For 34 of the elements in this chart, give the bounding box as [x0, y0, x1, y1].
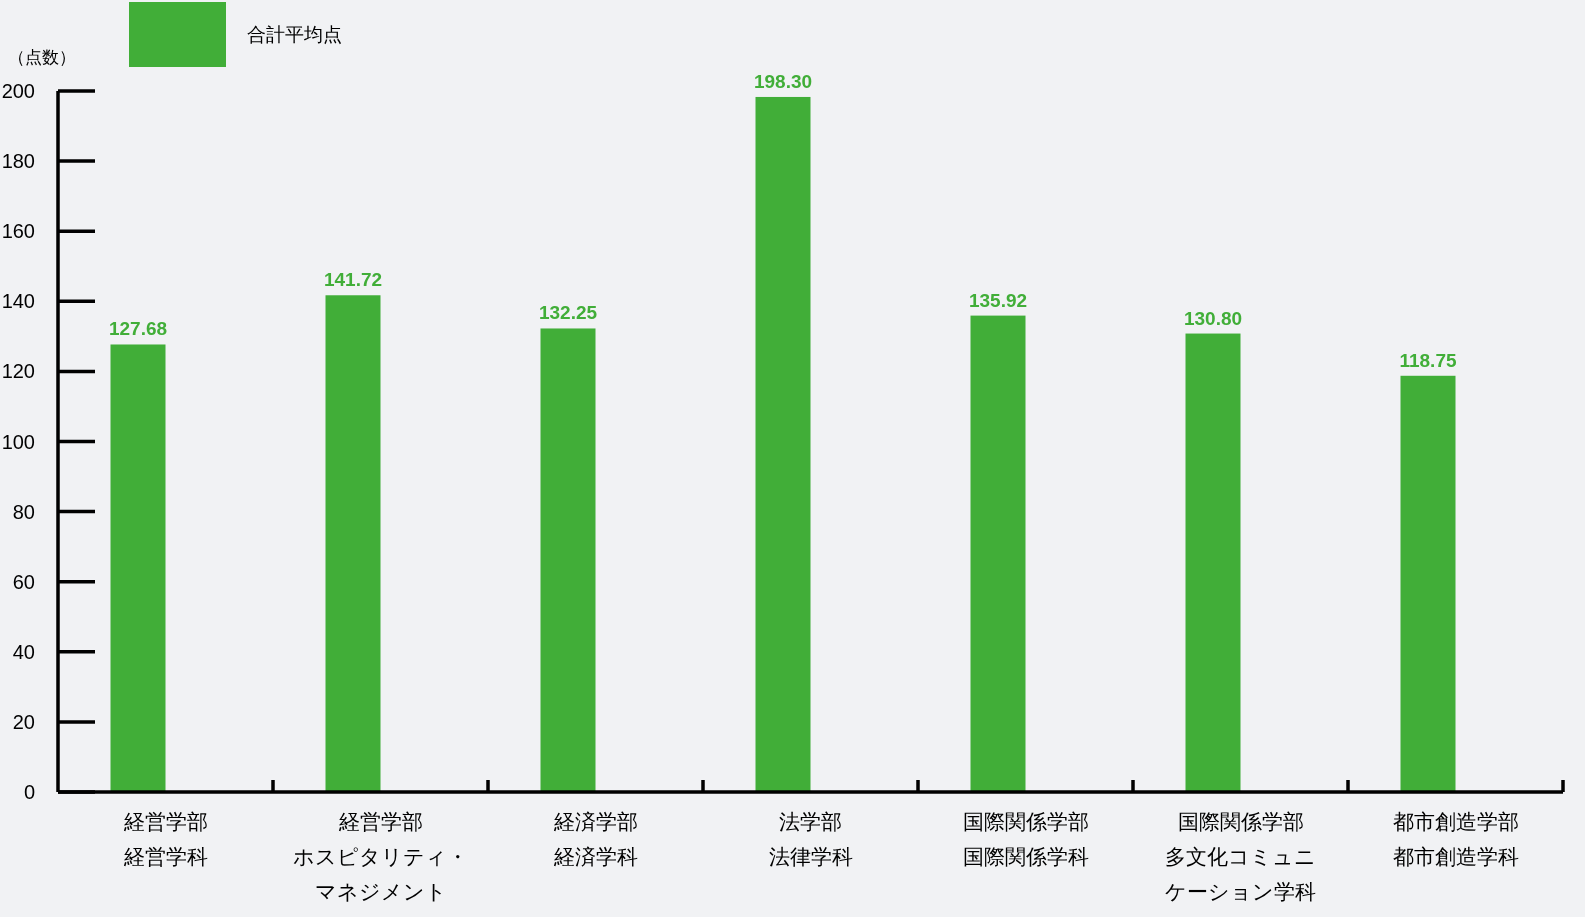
- bar: [540, 328, 596, 792]
- data-label: 198.30: [753, 70, 813, 92]
- y-tick-label: 0: [23, 781, 35, 803]
- x-tick-label: 経営学部経営学科: [122, 809, 208, 868]
- y-tick-label: 100: [1, 430, 35, 453]
- data-label: 132.25: [538, 302, 598, 324]
- y-tick-label: 40: [12, 640, 35, 663]
- x-tick-label: 経済学部経済学科: [552, 809, 638, 868]
- y-axis-title: （点数）: [8, 48, 76, 67]
- bar: [325, 295, 381, 792]
- text: 合計平均点: [247, 23, 342, 45]
- y-tick-label: 160: [1, 220, 35, 243]
- data-label: 130.80: [1183, 307, 1243, 329]
- data-label: 127.68: [108, 318, 168, 340]
- bar: [755, 96, 811, 792]
- bar: [1400, 375, 1456, 792]
- x-tick-label: 国際関係学部国際関係学科: [962, 809, 1089, 868]
- x-tick-label: 法学部法律学科: [768, 809, 853, 868]
- y-tick-label: 60: [12, 570, 35, 593]
- y-tick-label: 200: [1, 80, 35, 102]
- data-label: 135.92: [968, 289, 1028, 311]
- x-tick-label: 国際関係学部多文化コミュニケーション学科: [1165, 809, 1316, 903]
- x-tick-label: 都市創造学部都市創造学科: [1392, 809, 1519, 868]
- y-tick-label: 180: [1, 150, 35, 173]
- bar: [110, 344, 166, 792]
- data-label: 141.72: [323, 269, 383, 291]
- x-tick-label: 経営学部ホスピタリティ・マネジメント: [293, 809, 468, 903]
- y-tick-label: 80: [12, 500, 35, 523]
- y-tick-label: 20: [12, 710, 35, 733]
- y-tick-label: 120: [1, 360, 35, 383]
- bar: [970, 315, 1026, 792]
- y-tick-label: 140: [1, 290, 35, 313]
- data-label: 118.75: [1399, 349, 1457, 371]
- bar: [1185, 333, 1241, 792]
